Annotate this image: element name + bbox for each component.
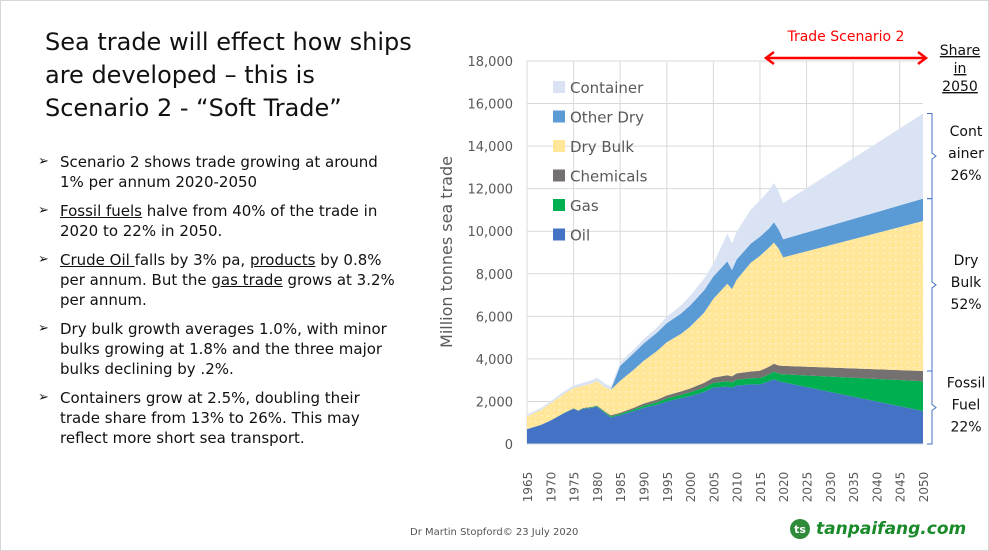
share-header: Share	[940, 43, 980, 59]
underlined-text: Fossil fuels	[60, 202, 143, 220]
legend-label: Gas	[570, 197, 599, 215]
x-tick-label: 1990	[637, 472, 651, 503]
underlined-text: products	[249, 251, 316, 269]
legend-swatch	[553, 199, 565, 211]
y-axis-label: Million tonnes sea trade	[437, 156, 456, 348]
y-tick-label: 12,000	[468, 183, 514, 198]
x-tick-label: 2015	[754, 472, 768, 503]
area-other-dry	[527, 198, 923, 417]
bullet-list: ➢ Scenario 2 shows trade growing at aroun…	[38, 152, 398, 457]
bullet-text: halve from 40% of the trade in 2020 to 2…	[60, 202, 378, 240]
x-tick-label: 1975	[568, 472, 582, 503]
area-dry-bulk	[527, 221, 923, 430]
y-tick-label: 4,000	[476, 353, 513, 368]
slide-title: Sea trade will effect how ships are deve…	[45, 28, 412, 122]
y-tick-label: 18,000	[468, 55, 514, 70]
stacked-area-chart: 0 2,000 4,000 6,000 8,000 10,000 12,000 14,000 1…	[437, 29, 986, 503]
arrow-left-icon	[763, 51, 775, 65]
y-tick-label: 2,000	[476, 395, 513, 410]
y-tick-label: 16,000	[468, 98, 514, 113]
footer-credit: Dr Martin Stopford© 23 July 2020	[410, 527, 579, 538]
bullet-arrow-icon: ➢	[38, 321, 49, 336]
underlined-text: gas trade	[211, 271, 283, 289]
bullet-item: ➢ Fossil fuels halve from 40% of the trad…	[38, 201, 398, 241]
x-tick-label: 1965	[521, 472, 535, 503]
legend-label: Chemicals	[570, 168, 648, 186]
y-tick-label: 6,000	[476, 310, 513, 325]
x-tick-label: 2005	[707, 472, 721, 503]
x-tick-label: 1970	[544, 472, 558, 503]
share-label: 26%	[950, 168, 981, 184]
share-label: 52%	[950, 297, 981, 313]
y-tick-label: 0	[505, 438, 513, 453]
bracket	[927, 198, 937, 372]
share-label: Dry	[954, 253, 979, 269]
share-label: Fuel	[952, 398, 981, 414]
x-tick-label: 2030	[824, 472, 838, 503]
bullet-text: Containers grow at 2.5%, doubling their …	[60, 389, 360, 447]
x-tick-label: 1985	[614, 472, 628, 503]
area-gas	[527, 371, 923, 430]
bullet-arrow-icon: ➢	[38, 390, 49, 405]
bullet-item: ➢ Containers grow at 2.5%, doubling their…	[38, 388, 398, 448]
underlined-text: Crude Oil	[60, 251, 135, 269]
share-label: Bulk	[951, 275, 982, 291]
x-tick-label: 2040	[870, 472, 884, 503]
bullet-item: ➢ Crude Oil falls by 3% pa, products by 0…	[38, 250, 398, 310]
bracket	[927, 370, 937, 445]
brand-text: tanpaifang.com	[816, 519, 967, 539]
bullet-arrow-icon: ➢	[38, 154, 49, 169]
y-axis: 0 2,000 4,000 6,000 8,000 10,000 12,000 14,000 1…	[468, 55, 514, 453]
brand-watermark: ts tanpaifang.com	[790, 519, 966, 539]
bullet-text: falls by 3% pa,	[134, 251, 250, 269]
legend-swatch	[553, 81, 565, 93]
share-header: 2050	[942, 79, 978, 95]
area-series	[527, 113, 923, 444]
legend-label: Container	[570, 79, 644, 97]
legend-swatch	[553, 140, 565, 152]
x-tick-label: 1980	[591, 472, 605, 503]
share-label: Fossil	[947, 376, 986, 392]
legend-label: Oil	[570, 227, 590, 245]
legend-swatch	[553, 228, 565, 241]
x-tick-label: 1995	[661, 472, 675, 503]
y-tick-label: 8,000	[476, 268, 513, 283]
share-label: Cont	[950, 124, 983, 140]
legend-swatch	[553, 110, 565, 123]
x-tick-label: 2000	[684, 472, 698, 503]
legend-label: Other Dry	[570, 109, 644, 127]
annotations: Trade Scenario 2 Share in 2050 Cont ainer 26% D…	[763, 29, 986, 445]
y-tick-label: 10,000	[468, 225, 514, 240]
share-label: ainer	[948, 146, 984, 162]
legend-swatch	[553, 169, 565, 182]
legend: Container Other Dry Dry Bulk Chemicals Gas Oi…	[553, 79, 648, 245]
bullet-text: Dry bulk growth averages 1.0%, with mino…	[60, 320, 387, 378]
bullet-arrow-icon: ➢	[38, 252, 49, 267]
area-chemicals	[527, 363, 923, 430]
bullet-text: by 0.8% per annum. But the	[60, 251, 382, 289]
leaf-logo-icon: ts	[790, 519, 810, 539]
bullet-item: ➢ Scenario 2 shows trade growing at aroun…	[38, 152, 398, 192]
bullet-text: grows at 3.2% per annum.	[60, 271, 395, 309]
x-axis: 1965 1970 1975 1980 1985 1990 1995 2000 2005 2010…	[521, 443, 931, 503]
area-container	[527, 113, 923, 417]
share-label: 22%	[950, 420, 981, 436]
arrow-right-icon	[917, 51, 929, 65]
share-header: in	[954, 61, 967, 77]
x-tick-label: 2025	[801, 472, 815, 503]
bullet-text: Scenario 2 shows trade growing at around…	[60, 153, 378, 191]
bullet-item: ➢ Dry bulk growth averages 1.0%, with min…	[38, 319, 398, 379]
x-tick-label: 2020	[777, 472, 791, 503]
bracket	[927, 113, 937, 200]
area-oil	[527, 379, 923, 444]
legend-label: Dry Bulk	[570, 138, 634, 156]
x-tick-label: 2050	[917, 472, 931, 503]
x-tick-label: 2010	[731, 472, 745, 503]
scenario-label: Trade Scenario 2	[786, 29, 904, 45]
y-tick-label: 14,000	[468, 140, 514, 155]
x-tick-label: 2035	[847, 472, 861, 503]
bullet-arrow-icon: ➢	[38, 203, 49, 218]
x-tick-label: 2045	[894, 472, 908, 503]
